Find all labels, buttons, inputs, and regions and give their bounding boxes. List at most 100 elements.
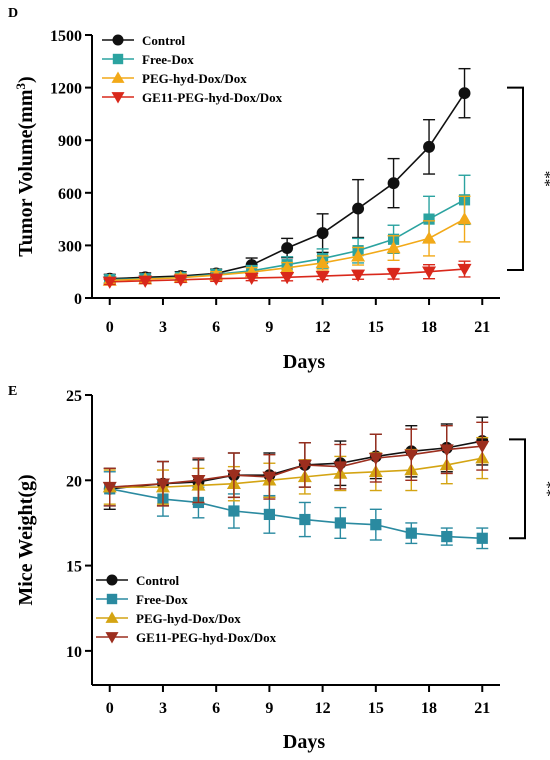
y-tick-label: 300 — [58, 238, 82, 255]
y-tick-label: 25 — [66, 388, 82, 405]
x-tick-label: 21 — [474, 700, 490, 717]
data-point — [422, 266, 437, 279]
data-point — [386, 241, 401, 254]
data-point — [370, 519, 382, 531]
data-point — [351, 249, 366, 262]
series-layer — [102, 67, 472, 289]
y-axis-label-main: Tumor Volume(mm — [15, 89, 37, 257]
x-tick-label: 15 — [368, 319, 384, 336]
legend-item: PEG-hyd-Dox/Dox — [102, 71, 247, 86]
x-tick-label: 21 — [474, 319, 490, 336]
data-point — [112, 53, 124, 65]
data-point — [244, 272, 259, 286]
x-tick-label: 6 — [212, 319, 220, 336]
x-tick-label: 9 — [265, 700, 273, 717]
data-point — [111, 92, 125, 104]
data-point — [111, 71, 125, 83]
significance-bracket: ** — [509, 438, 550, 540]
x-tick-label: 0 — [106, 319, 114, 336]
data-point — [351, 269, 366, 282]
mice-weight-chart: E 10 15 20 25 0 3 6 9 12 15 18 21 Control Free-Dox P… — [8, 384, 550, 753]
data-point — [102, 276, 117, 289]
x-axis-label: Days — [283, 731, 325, 753]
data-point — [105, 632, 119, 644]
data-point — [263, 508, 275, 521]
x-tick-label: 9 — [265, 319, 273, 336]
tumor-volume-chart: D 0 300 600 900 1200 1500 0 3 6 9 12 15 18 21 Contro… — [8, 6, 550, 373]
data-point — [228, 505, 240, 517]
data-point — [439, 444, 454, 457]
data-point — [105, 611, 119, 623]
x-tick-label: 3 — [159, 700, 167, 717]
data-point — [191, 475, 206, 488]
significance-bracket: ** — [507, 86, 550, 271]
data-point — [315, 270, 330, 284]
data-point — [458, 87, 471, 100]
data-point — [102, 481, 117, 495]
y-tick-label: 600 — [58, 186, 82, 203]
y-axis-label: Tumor Volume(mm3) — [13, 76, 38, 256]
data-point — [262, 471, 277, 484]
data-point — [422, 231, 437, 244]
legend-item: GE11-PEG-hyd-Dox/Dox — [96, 630, 277, 645]
data-point — [368, 452, 383, 466]
panel-label-d: D — [8, 6, 18, 21]
legend-label: PEG-hyd-Dox/Dox — [142, 71, 247, 86]
legend-item: PEG-hyd-Dox/Dox — [96, 611, 241, 626]
x-axis-ticks: 0 3 6 9 12 15 18 21 — [92, 297, 500, 336]
bracket-line — [507, 86, 524, 271]
legend-item: GE11-PEG-hyd-Dox/Dox — [102, 90, 283, 105]
y-axis-ticks: 10 15 20 25 — [66, 388, 93, 685]
legend-label: GE11-PEG-hyd-Dox/Dox — [136, 630, 277, 645]
y-axis-label-suffix: ) — [15, 76, 37, 83]
data-point — [457, 263, 472, 277]
series-layer — [102, 416, 490, 550]
legend: Control Free-Dox PEG-hyd-Dox/Dox GE11-PEG-h… — [102, 33, 283, 105]
y-axis-ticks: 0 300 600 900 1200 1500 — [50, 28, 93, 308]
data-point — [387, 177, 400, 190]
legend-label: PEG-hyd-Dox/Dox — [136, 611, 241, 626]
x-tick-label: 6 — [212, 700, 220, 717]
series-ge11-peg-hyd-dox-dox — [102, 260, 472, 289]
panel-label-e: E — [8, 384, 17, 399]
y-axis-label-superscript: 3 — [13, 82, 28, 89]
data-point — [333, 461, 348, 474]
legend-item: Control — [102, 33, 185, 48]
series-ge11-peg-hyd-dox-dox — [102, 421, 490, 507]
data-point — [281, 242, 294, 254]
legend-label: GE11-PEG-hyd-Dox/Dox — [142, 90, 283, 105]
x-tick-label: 12 — [315, 319, 331, 336]
legend-label: Control — [142, 33, 185, 48]
data-point — [280, 272, 295, 285]
legend-label: Control — [136, 573, 179, 588]
x-tick-label: 0 — [106, 700, 114, 717]
legend-item: Free-Dox — [96, 592, 188, 607]
y-tick-label: 1200 — [50, 81, 82, 98]
legend-item: Control — [96, 573, 179, 588]
data-point — [226, 469, 241, 483]
x-axis-ticks: 0 3 6 9 12 15 18 21 — [92, 684, 500, 717]
data-point — [423, 213, 435, 225]
legend: Control Free-Dox PEG-hyd-Dox/Dox GE11-PEG-h… — [96, 573, 277, 645]
y-axis-label: Mice Weight(g) — [15, 474, 37, 605]
data-point — [404, 449, 419, 462]
legend-label: Free-Dox — [136, 592, 188, 607]
data-point — [138, 275, 153, 288]
y-tick-label: 0 — [74, 291, 82, 308]
x-axis-label: Days — [283, 351, 325, 373]
data-point — [441, 530, 453, 543]
y-tick-label: 20 — [66, 473, 82, 490]
significance-label: ** — [538, 481, 550, 497]
y-tick-label: 900 — [58, 133, 82, 150]
y-tick-label: 10 — [66, 644, 82, 661]
y-tick-label: 15 — [66, 559, 82, 576]
y-tick-label: 1500 — [50, 28, 82, 45]
bracket-line — [509, 438, 526, 540]
data-point — [173, 274, 188, 287]
data-point — [423, 140, 435, 153]
data-point — [386, 268, 401, 281]
x-tick-label: 12 — [315, 700, 331, 717]
data-point — [457, 212, 472, 225]
data-point — [352, 202, 365, 215]
